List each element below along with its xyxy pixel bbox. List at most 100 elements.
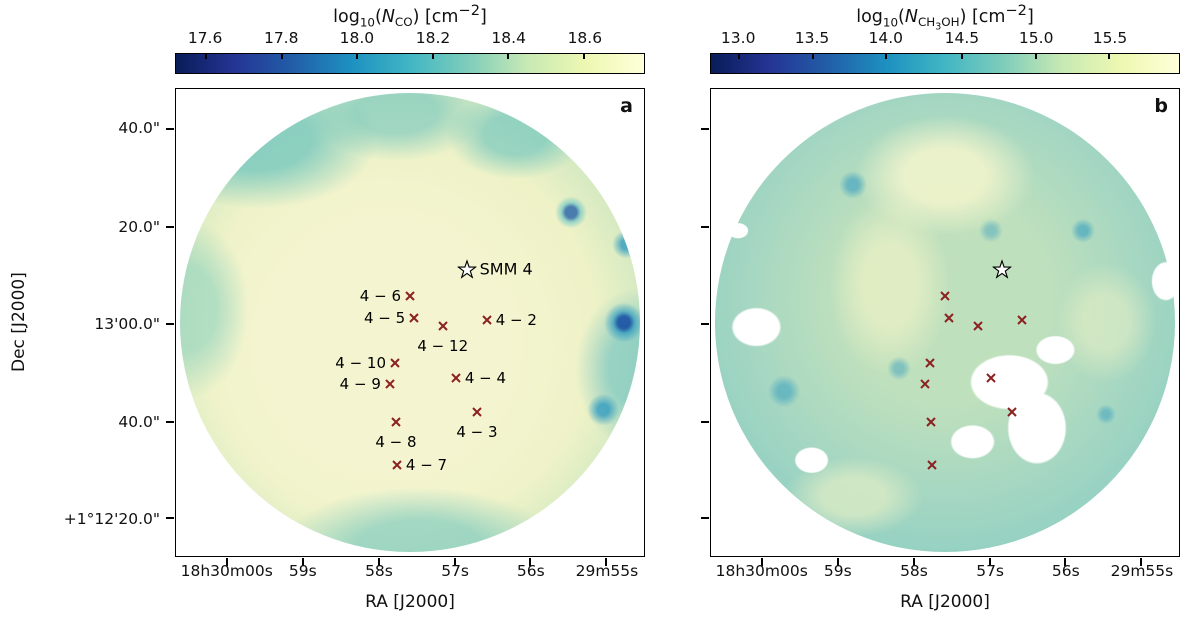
x-axis-tick <box>1064 558 1067 566</box>
y-axis-tick <box>166 517 174 520</box>
x-tick-label: 56s <box>1051 562 1080 580</box>
cross-icon <box>944 313 954 323</box>
colorbar-tick <box>431 54 434 59</box>
colorbar-tick <box>960 54 963 59</box>
colorbar-tick-label: 13.0 <box>720 29 756 47</box>
colorbar-tick-label: 15.0 <box>1018 29 1054 47</box>
colorbar-tick <box>204 54 207 59</box>
cross-icon <box>986 372 996 383</box>
colorbar-tick-label: 18.4 <box>491 29 526 47</box>
y-axis-tick <box>166 127 174 130</box>
colorbar-tick-label: 17.8 <box>263 29 299 47</box>
source-label: 4 − 5 <box>364 308 406 327</box>
colorbar-tick <box>280 54 283 59</box>
source-label: 4 − 10 <box>335 353 387 372</box>
x-tick-labels-b: 18h30m00s 59s 58s 57s 56s 29m55s <box>710 562 1180 582</box>
y-tick-label: 40.0" <box>118 413 160 432</box>
smm4-label: SMM 4 <box>479 259 533 279</box>
colorbar-tick-label: 18.2 <box>415 29 451 47</box>
plot-a: 4 − 6 4 − 5 4 − 2 4 − 12 4 − 10 4 − 9 4 − 4 4 −… <box>166 88 645 566</box>
star-icon <box>992 259 1012 279</box>
source-label: 4 − 9 <box>339 374 381 393</box>
cross-icon <box>482 315 492 325</box>
x-axis-tick <box>837 558 840 566</box>
x-tick-label: 58s <box>900 562 928 580</box>
y-axis-tick <box>701 127 709 130</box>
cross-icon <box>385 378 395 389</box>
cross-icon <box>1007 406 1017 417</box>
cross-icon <box>405 291 415 301</box>
x-axis-title-a: RA [J2000] <box>365 592 455 612</box>
colorbar-tick-label: 18.0 <box>339 29 375 47</box>
source-label: 4 − 12 <box>417 336 469 355</box>
x-tick-label: 18h30m00s <box>180 562 273 580</box>
y-tick-label: 13'00.0" <box>94 315 160 334</box>
colorbar-tick <box>356 54 359 59</box>
colorbar-tick-label: 14.5 <box>944 29 980 47</box>
colorbar-a <box>175 53 645 74</box>
colorbar-tick-labels-a: 17.6 17.8 18.0 18.2 18.4 18.6 <box>175 29 645 49</box>
panel-letter-b: b <box>1154 95 1168 117</box>
source-label: 4 − 3 <box>456 422 498 441</box>
cross-icon <box>438 321 448 331</box>
y-axis-tick <box>701 517 709 520</box>
source-label: 4 − 7 <box>405 456 448 475</box>
colorbar-b <box>710 53 1180 74</box>
x-tick-label: 56s <box>516 562 545 580</box>
y-axis-tick <box>701 323 709 326</box>
ch3oh-column-density-map <box>715 93 1175 552</box>
colorbar-title-b: log10(NCH3OH) [cm−2] <box>856 2 1034 33</box>
colorbar-tick <box>885 54 888 59</box>
cross-icon <box>927 460 937 471</box>
cross-icon <box>409 313 419 323</box>
cross-icon <box>940 291 950 301</box>
cross-icon <box>926 416 936 427</box>
y-axis-tick <box>701 226 709 229</box>
panel-b: log10(NCH3OH) [cm−2] 13.0 13.5 14.0 14.5 15.… <box>701 0 1180 623</box>
cross-icon <box>472 406 482 417</box>
colorbar-tick <box>507 54 510 59</box>
x-tick-label: 29m55s <box>575 562 639 580</box>
cross-icon <box>973 321 983 331</box>
x-axis-tick <box>302 558 305 566</box>
y-tick-labels: 40.0" 20.0" 13'00.0" 40.0" +1°12'20.0" <box>0 88 167 557</box>
panel-letter-a: a <box>620 95 633 117</box>
plot-b: b <box>701 88 1180 566</box>
y-tick-label: 20.0" <box>118 217 160 236</box>
y-axis-tick <box>166 323 174 326</box>
cross-icon <box>451 372 461 383</box>
colorbar-tick-label: 18.6 <box>567 29 603 47</box>
source-label: 4 − 2 <box>495 311 537 330</box>
y-axis-tick <box>166 420 174 423</box>
colorbar-tick <box>811 54 814 59</box>
x-axis-title-b: RA [J2000] <box>900 592 990 612</box>
x-axis-tick <box>378 558 381 566</box>
x-axis-tick <box>988 558 991 566</box>
panel-a: log10(NCO) [cm−2] 17.6 17.8 18.0 18.2 18.4 18… <box>166 0 645 623</box>
markers-overlay-b <box>711 89 1179 556</box>
y-axis-tick <box>166 226 174 229</box>
colorbar-title-a: log10(NCO) [cm−2] <box>333 2 487 30</box>
x-axis-tick <box>1140 558 1143 566</box>
colorbar-tick-label: 17.6 <box>187 29 223 47</box>
x-axis-tick <box>529 558 532 566</box>
y-tick-label: +1°12'20.0" <box>63 510 160 528</box>
cross-icon <box>920 378 930 389</box>
x-tick-labels-a: 18h30m00s 59s 58s 57s 56s 29m55s <box>175 562 645 582</box>
y-axis-tick <box>701 420 709 423</box>
cross-icon <box>392 460 402 471</box>
colorbar-tick-label: 15.5 <box>1092 29 1128 47</box>
source-label: 4 − 4 <box>464 368 507 387</box>
colorbar-tick <box>1034 54 1037 59</box>
markers-overlay-a: 4 − 6 4 − 5 4 − 2 4 − 12 4 − 10 4 − 9 4 − 4 4 −… <box>176 89 644 556</box>
co-column-density-map <box>180 93 640 552</box>
cross-icon <box>391 416 401 427</box>
source-label: 4 − 8 <box>375 432 417 451</box>
colorbar-tick-label: 14.0 <box>868 29 904 47</box>
star-icon <box>457 259 477 279</box>
cross-icon <box>390 357 400 368</box>
cross-icon <box>1017 315 1027 325</box>
x-axis-tick <box>913 558 916 566</box>
colorbar-tick <box>1108 54 1111 59</box>
